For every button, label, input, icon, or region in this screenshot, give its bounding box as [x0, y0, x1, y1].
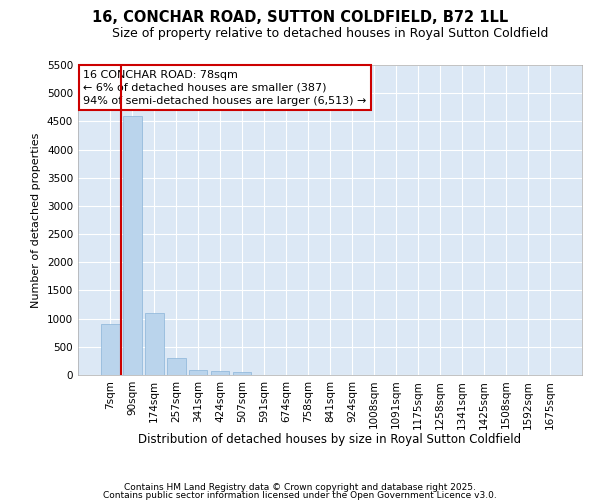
Bar: [233, 372, 251, 375]
Text: 16 CONCHAR ROAD: 78sqm
← 6% of detached houses are smaller (387)
94% of semi-det: 16 CONCHAR ROAD: 78sqm ← 6% of detached …: [83, 70, 367, 106]
Bar: [123, 116, 142, 375]
Bar: [145, 313, 164, 375]
Text: Contains HM Land Registry data © Crown copyright and database right 2025.: Contains HM Land Registry data © Crown c…: [124, 484, 476, 492]
Bar: [211, 372, 229, 375]
Text: Contains public sector information licensed under the Open Government Licence v3: Contains public sector information licen…: [103, 490, 497, 500]
Title: Size of property relative to detached houses in Royal Sutton Coldfield: Size of property relative to detached ho…: [112, 27, 548, 40]
Bar: [101, 324, 119, 375]
Y-axis label: Number of detached properties: Number of detached properties: [31, 132, 41, 308]
Bar: [167, 358, 185, 375]
Bar: [189, 370, 208, 375]
X-axis label: Distribution of detached houses by size in Royal Sutton Coldfield: Distribution of detached houses by size …: [139, 433, 521, 446]
Text: 16, CONCHAR ROAD, SUTTON COLDFIELD, B72 1LL: 16, CONCHAR ROAD, SUTTON COLDFIELD, B72 …: [92, 10, 508, 25]
